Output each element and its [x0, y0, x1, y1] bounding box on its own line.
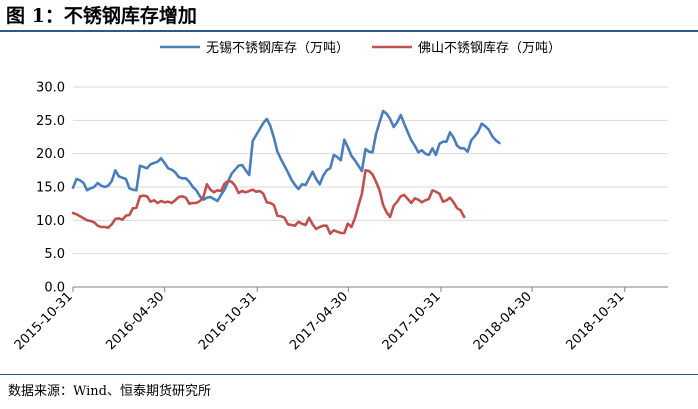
- y-axis: 0.0 5.0 10.0 15.0 20.0 25.0 30.0: [36, 81, 65, 296]
- x-tick-label: 2015-10-31: [12, 289, 76, 353]
- source-note: 数据来源：Wind、恒泰期货研究所: [8, 384, 211, 399]
- x-tick-label: 2016-04-30: [103, 289, 167, 353]
- y-tick-label: 30.0: [36, 81, 65, 96]
- x-tick-label: 2017-04-30: [287, 289, 351, 353]
- grid-lines: [73, 86, 668, 255]
- y-tick-label: 5.0: [44, 247, 65, 262]
- x-tick-label: 2016-10-31: [196, 289, 260, 353]
- y-tick-label: 10.0: [36, 214, 65, 229]
- x-axis: 2015-10-31 2016-04-30 2016-10-31 2017-04-30…: [12, 286, 668, 353]
- footer-divider: [0, 374, 698, 375]
- series-line-2: [71, 169, 466, 235]
- y-tick-label: 20.0: [36, 147, 65, 162]
- legend-label-1: 无锡不锈钢库存（万吨）: [206, 40, 349, 56]
- series-group: [71, 109, 501, 235]
- y-tick-label: 15.0: [36, 181, 65, 196]
- x-tick-label: 2018-04-30: [471, 289, 535, 353]
- legend-label-2: 佛山不锈钢库存（万吨）: [418, 40, 561, 56]
- line-chart: 0.05.010.015.020.025.030.0 2015-10-31 201…: [12, 40, 668, 353]
- figure-title: 图 1：不锈钢库存增加: [6, 5, 197, 27]
- x-tick-label: 2018-10-31: [564, 289, 628, 353]
- legend: 无锡不锈钢库存（万吨） 佛山不锈钢库存（万吨）: [160, 40, 561, 56]
- x-tick-label: 2017-10-31: [380, 289, 444, 353]
- y-tick-label: 0.0: [44, 281, 65, 296]
- series-line-1: [71, 109, 501, 203]
- y-tick-label: 25.0: [36, 114, 65, 129]
- title-divider: [0, 30, 698, 32]
